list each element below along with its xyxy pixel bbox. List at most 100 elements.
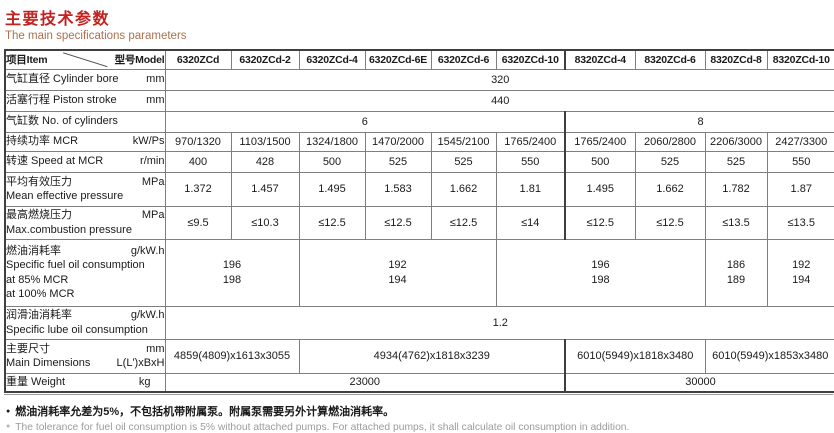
cell-value: 4934(4762)x1818x3239 <box>299 339 565 373</box>
row-label-text-en: Specific lube oil consumption <box>6 323 148 337</box>
row-label-text: 主要尺寸 <box>6 342 50 356</box>
cell-value: 1.2 <box>165 306 834 339</box>
cell-value: 1103/1500 <box>231 132 299 151</box>
footnote-zh: ● 燃油消耗率允差为5%，不包括机带附属泵。附属泵需要另外计算燃油消耗率。 <box>6 403 832 419</box>
cell-value: 6010(5949)x1853x3480 <box>705 339 834 373</box>
fuel-value-85: 196 <box>166 258 299 273</box>
dimension-format-label: L(L')xBxH <box>115 356 165 370</box>
row-label-text-en: Max.combustion pressure <box>6 223 132 237</box>
cell-value: 525 <box>365 151 431 172</box>
page-subtitle: The main specifications parameters <box>5 30 832 42</box>
cell-value: 2060/2800 <box>635 132 705 151</box>
double-rule <box>4 394 833 395</box>
unit-label: mm <box>144 342 164 356</box>
specs-table: 项目Item 型号Model 6320ZCd 6320ZCd-2 6320ZCd… <box>4 49 834 393</box>
cell-value: 192 194 <box>767 239 834 306</box>
row-label: 主要尺寸 mm Main Dimensions L(L')xBxH <box>5 339 165 373</box>
unit-label: kW/Ps <box>131 134 165 148</box>
cell-value: 1.495 <box>565 172 635 206</box>
row-label-text: 转速 Speed at MCR <box>6 154 103 168</box>
model-header: 6320ZCd-2 <box>231 50 299 69</box>
unit-label: r/min <box>138 154 164 168</box>
unit-label: MPa <box>140 208 165 222</box>
row-label-text-en: Mean effective pressure <box>6 189 123 203</box>
cell-value: 1.495 <box>299 172 365 206</box>
cell-value: ≤12.5 <box>365 206 431 239</box>
row-label-text: 润滑油消耗率 <box>6 308 72 322</box>
bullet-icon: ● <box>6 408 10 415</box>
cell-value: ≤12.5 <box>431 206 496 239</box>
model-header: 6320ZCd <box>165 50 231 69</box>
cell-value: ≤12.5 <box>299 206 365 239</box>
cell-value: 400 <box>165 151 231 172</box>
row-label-text: 气缸数 No. of cylinders <box>6 114 118 128</box>
spec-row-piston-stroke: 活塞行程 Piston stroke mm 440 <box>5 90 834 111</box>
row-label-text: 最高燃烧压力 <box>6 208 72 222</box>
row-label: 平均有效压力 MPa Mean effective pressure <box>5 172 165 206</box>
model-header: 8320ZCd-8 <box>705 50 767 69</box>
row-label-text-en: Main Dimensions <box>6 356 90 370</box>
fuel-value-100: 198 <box>166 273 299 288</box>
cell-value: 2206/3000 <box>705 132 767 151</box>
row-label: 活塞行程 Piston stroke mm <box>5 90 165 111</box>
row-label-text: 气缸直径 Cylinder bore <box>6 72 118 86</box>
cell-value: 970/1320 <box>165 132 231 151</box>
cell-value: 525 <box>431 151 496 172</box>
row-label-text: 活塞行程 Piston stroke <box>6 93 117 107</box>
cell-value: 192 194 <box>299 239 496 306</box>
fuel-value-100: 198 <box>497 273 705 288</box>
cell-value: 1470/2000 <box>365 132 431 151</box>
unit-label: MPa <box>140 175 165 189</box>
cell-value: ≤13.5 <box>705 206 767 239</box>
cell-value: 1.782 <box>705 172 767 206</box>
cell-value: 550 <box>496 151 565 172</box>
row-label: 持续功率 MCR kW/Ps <box>5 132 165 151</box>
spec-row-speed: 转速 Speed at MCR r/min 400 428 500 525 525… <box>5 151 834 172</box>
cell-value: 30000 <box>565 373 834 392</box>
footnote-en: ● The tolerance for fuel oil consumption… <box>6 422 832 433</box>
cell-value: ≤10.3 <box>231 206 299 239</box>
row-label-text: 平均有效压力 <box>6 175 72 189</box>
row-label-text-en: at 100% MCR <box>6 287 74 301</box>
fuel-value-85: 192 <box>768 258 834 273</box>
cell-value: ≤12.5 <box>635 206 705 239</box>
cell-value: 1.662 <box>635 172 705 206</box>
row-label-text: 重量 Weight <box>6 375 65 389</box>
model-header: 8320ZCd-10 <box>767 50 834 69</box>
cell-value: 428 <box>231 151 299 172</box>
cell-value: 1.662 <box>431 172 496 206</box>
model-header: 6320ZCd-4 <box>299 50 365 69</box>
cell-value: 1.81 <box>496 172 565 206</box>
cell-value: 8 <box>565 111 834 132</box>
corner-cell: 项目Item 型号Model <box>5 50 165 69</box>
cell-value: 1765/2400 <box>565 132 635 151</box>
cell-value: ≤13.5 <box>767 206 834 239</box>
cell-value: 196 198 <box>165 239 299 306</box>
footnote-zh-text: 燃油消耗率允差为5%，不包括机带附属泵。附属泵需要另外计算燃油消耗率。 <box>15 403 394 419</box>
bullet-icon: ● <box>6 423 10 430</box>
cell-value: ≤14 <box>496 206 565 239</box>
unit-label: mm <box>144 93 164 107</box>
model-header: 6320ZCd-10 <box>496 50 565 69</box>
cell-value: 500 <box>565 151 635 172</box>
unit-label: g/kW.h <box>129 244 165 258</box>
cell-value: 440 <box>165 90 834 111</box>
row-label-text: 燃油消耗率 <box>6 244 61 258</box>
cell-value: 6 <box>165 111 565 132</box>
row-label-text: 持续功率 MCR <box>6 134 78 148</box>
cell-value: 1.87 <box>767 172 834 206</box>
cell-value: ≤12.5 <box>565 206 635 239</box>
cell-value: 1545/2100 <box>431 132 496 151</box>
row-label-text-en: at 85% MCR <box>6 273 68 287</box>
cell-value: 2427/3300 <box>767 132 834 151</box>
cell-value: 4859(4809)x1613x3055 <box>165 339 299 373</box>
cell-value: 1765/2400 <box>496 132 565 151</box>
